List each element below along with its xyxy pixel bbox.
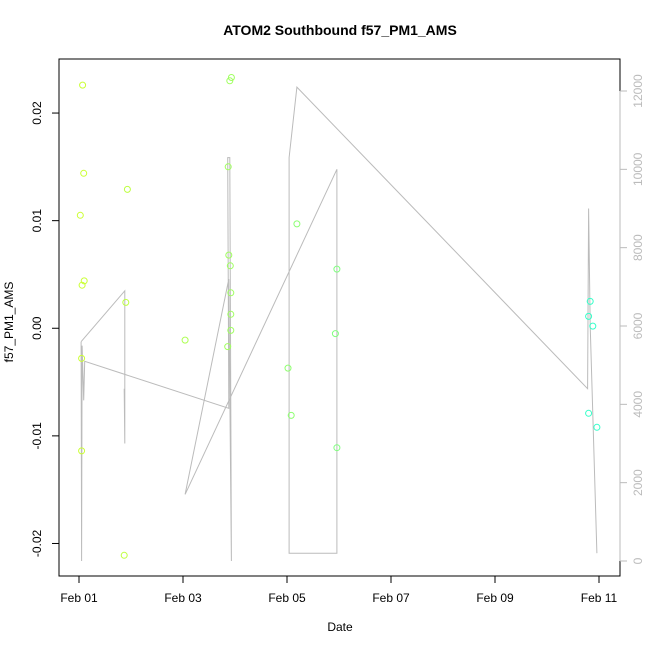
data-point xyxy=(80,169,88,177)
data-point xyxy=(120,551,128,559)
series-line xyxy=(80,289,126,444)
y-axis-left: -0.02 -0.01 0.00 0.01 0.02 xyxy=(30,101,60,557)
data-point xyxy=(227,74,235,81)
x-axis: Feb 01 Feb 03 Feb 05 Feb 07 Feb 09 Feb 11 xyxy=(60,575,618,605)
data-point xyxy=(123,185,131,193)
x-tick-label: Feb 09 xyxy=(476,591,514,605)
data-point xyxy=(284,364,292,372)
data-point xyxy=(227,326,235,334)
x-tick-label: Feb 11 xyxy=(581,591,618,605)
y-tick-label: 0.02 xyxy=(30,101,44,125)
x-axis-label: Date xyxy=(327,620,353,634)
y-axis-right: 0 2000 4000 6000 8000 10000 12000 xyxy=(619,74,645,564)
data-point xyxy=(224,163,232,171)
y-right-tick-label: 12000 xyxy=(631,74,645,108)
data-point xyxy=(78,354,86,362)
data-point xyxy=(331,330,339,338)
data-point xyxy=(333,444,341,452)
data-point xyxy=(293,220,301,228)
data-point xyxy=(181,336,189,344)
data-point xyxy=(333,265,341,273)
data-point xyxy=(122,298,130,306)
series-line xyxy=(80,85,598,562)
data-point xyxy=(227,289,235,297)
data-point xyxy=(225,251,233,259)
data-point xyxy=(78,447,86,455)
y-right-tick-label: 2000 xyxy=(631,469,645,496)
chart-title: ATOM2 Southbound f57_PM1_AMS xyxy=(223,22,457,38)
data-point xyxy=(78,281,86,289)
y-tick-label: 0.00 xyxy=(30,316,44,340)
data-point xyxy=(585,312,593,320)
data-point xyxy=(585,409,593,417)
series-points xyxy=(76,74,601,559)
x-tick-label: Feb 05 xyxy=(268,591,306,605)
y-right-tick-label: 6000 xyxy=(631,312,645,339)
data-point xyxy=(80,277,88,285)
x-tick-label: Feb 01 xyxy=(60,591,98,605)
data-point xyxy=(79,81,87,89)
data-point xyxy=(224,343,232,351)
x-tick-label: Feb 07 xyxy=(372,591,410,605)
y-axis-label: f57_PM1_AMS xyxy=(2,282,16,363)
y-tick-label: 0.01 xyxy=(30,209,44,233)
y-tick-label: -0.01 xyxy=(30,422,44,450)
data-point xyxy=(593,423,601,431)
data-point xyxy=(227,310,235,318)
y-right-tick-label: 10000 xyxy=(631,152,645,186)
y-right-tick-label: 8000 xyxy=(631,234,645,261)
data-point xyxy=(287,411,295,419)
y-right-tick-label: 0 xyxy=(631,557,645,564)
data-point xyxy=(589,322,597,330)
x-tick-label: Feb 03 xyxy=(164,591,202,605)
data-point xyxy=(586,297,594,305)
data-point xyxy=(76,211,84,219)
y-tick-label: -0.02 xyxy=(30,529,44,557)
data-point xyxy=(226,77,234,85)
plot-frame xyxy=(58,58,621,577)
data-point xyxy=(226,262,234,270)
series-lines xyxy=(80,85,598,562)
y-right-tick-label: 4000 xyxy=(631,391,645,418)
